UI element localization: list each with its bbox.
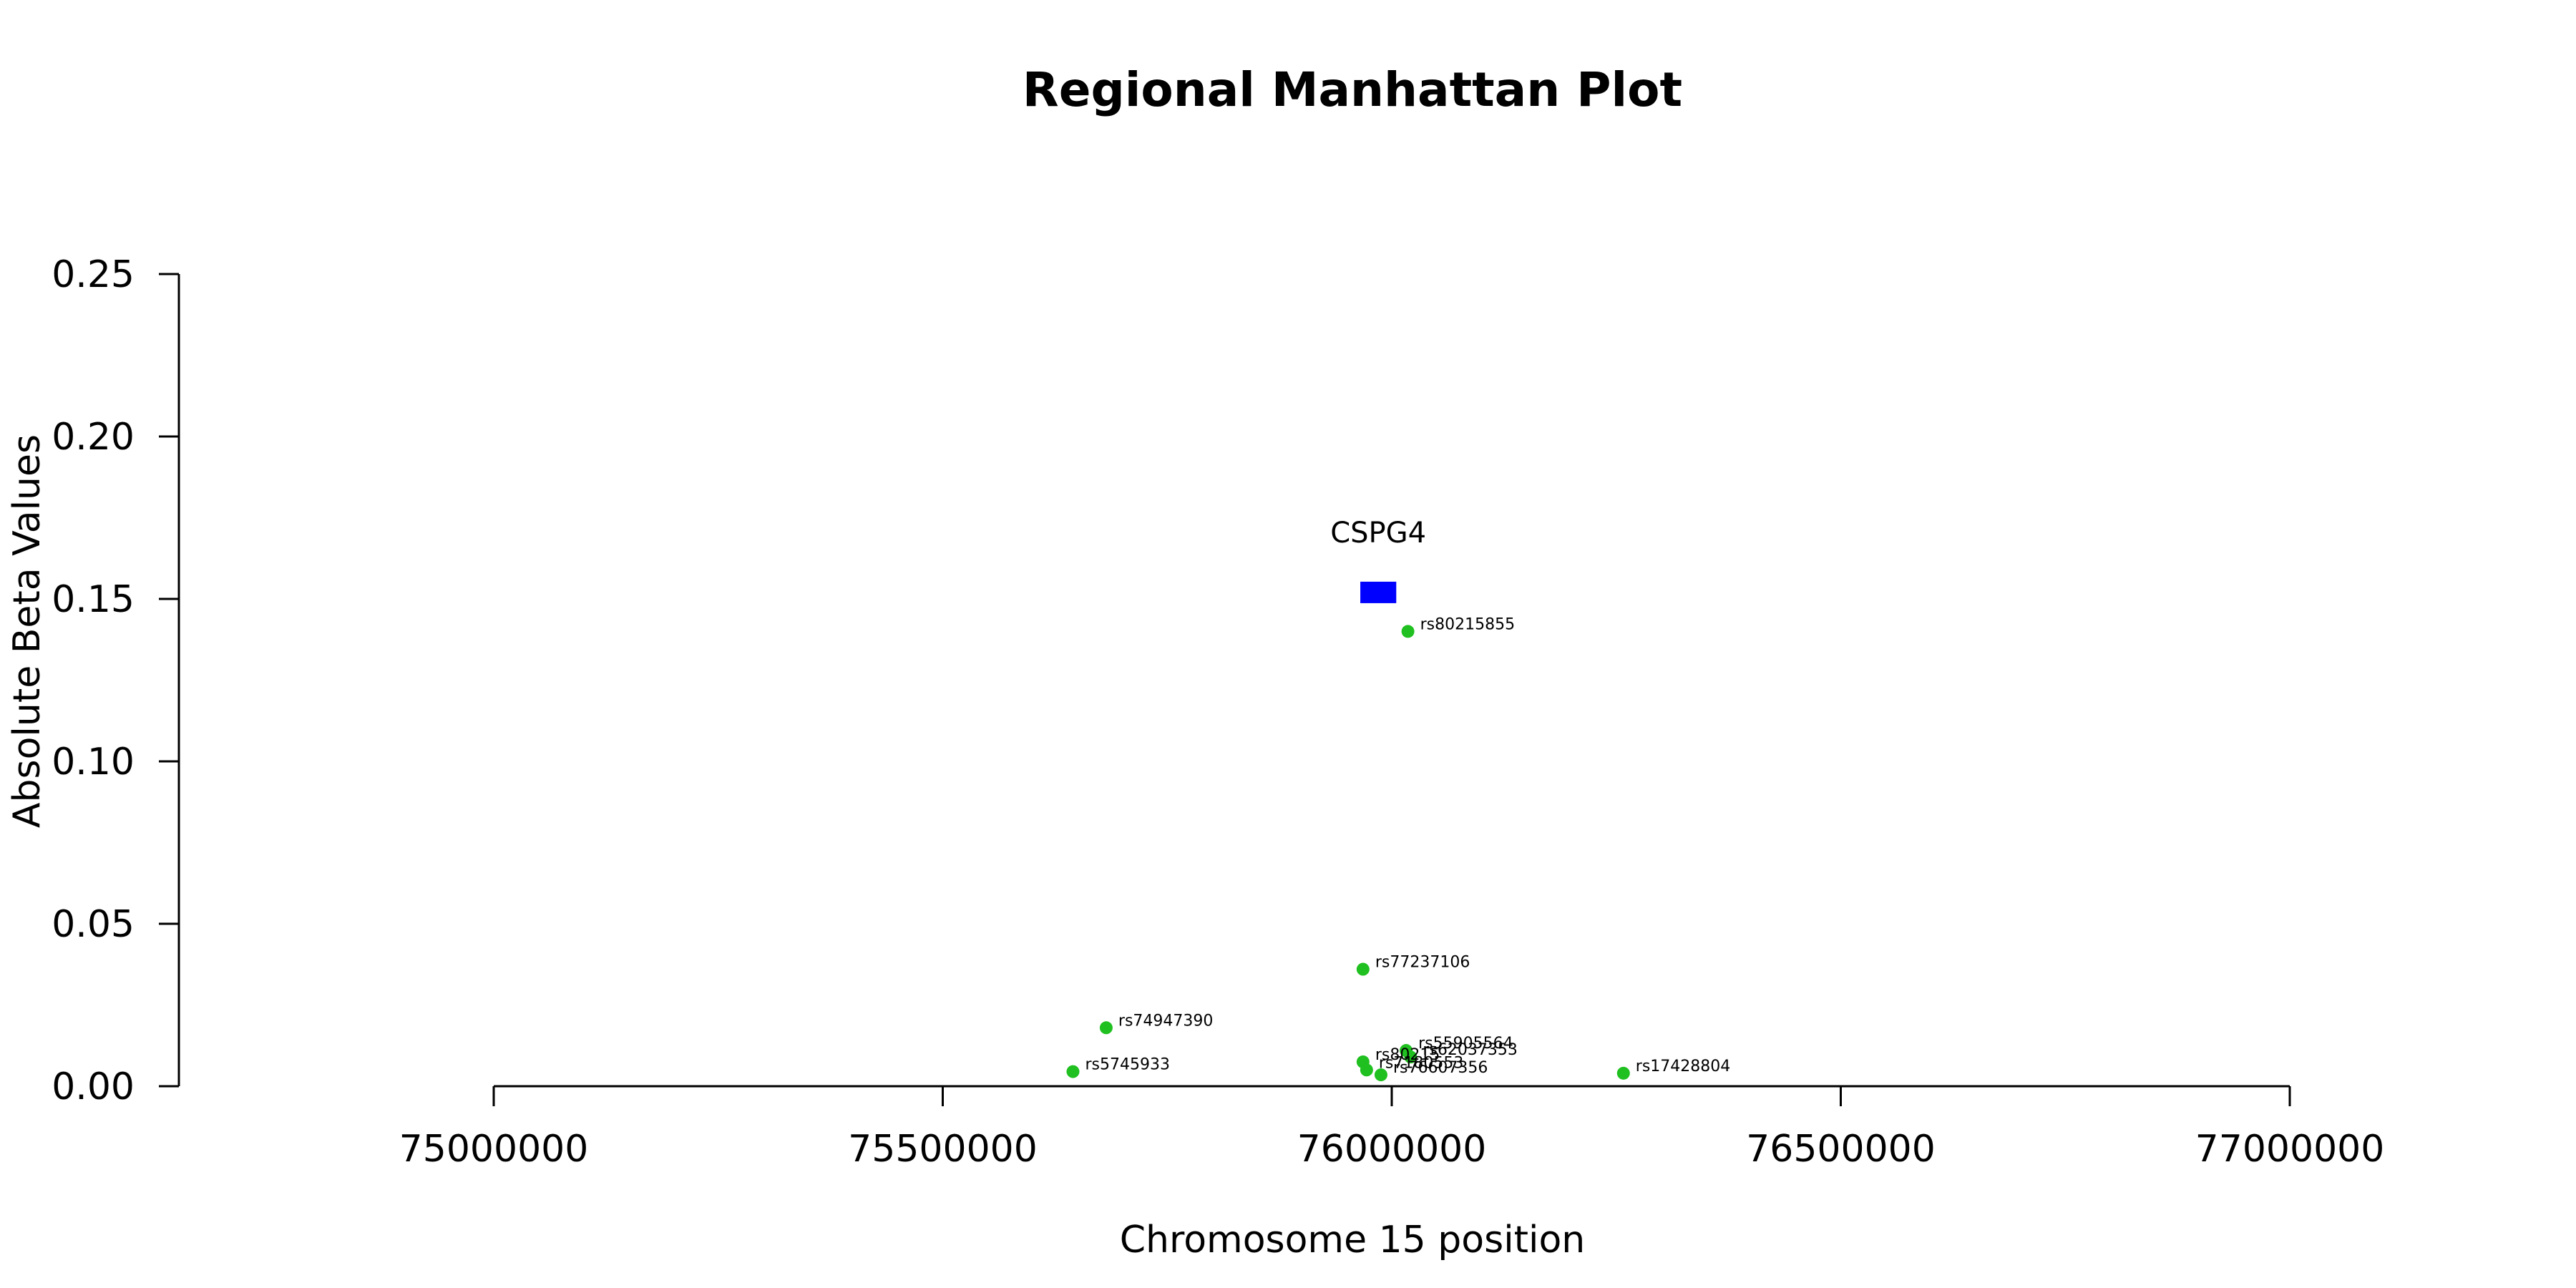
snp-point [1404, 1050, 1418, 1064]
x-tick-label: 76000000 [1297, 1128, 1487, 1171]
snp-point [1374, 1068, 1387, 1082]
x-tick-label: 75500000 [848, 1128, 1038, 1171]
x-axis-label: Chromosome 15 position [1120, 1219, 1586, 1262]
snp-point [1401, 625, 1415, 638]
y-tick-label: 0.25 [52, 253, 135, 296]
snp-point [1360, 1063, 1373, 1077]
snp-label: rs62037353 [1423, 1041, 1517, 1059]
snp-point [1616, 1066, 1630, 1080]
axes: 0.00 0.05 0.10 0.15 0.20 0.25 75000000 75500000… [52, 253, 2384, 1171]
snp-label: rs5745933 [1085, 1056, 1170, 1074]
gene-label: CSPG4 [1330, 517, 1426, 550]
y-axis-label: Absolute Beta Values [6, 434, 49, 828]
chart-title: Regional Manhattan Plot [1023, 62, 1682, 117]
y-tick-label: 0.00 [52, 1065, 135, 1108]
snp-point [1356, 962, 1370, 976]
snp-label: rs74947390 [1118, 1012, 1213, 1030]
snp-label: rs80215855 [1420, 615, 1515, 633]
snp-label: rs76607356 [1393, 1059, 1488, 1077]
x-tick-label: 76500000 [1746, 1128, 1936, 1171]
y-tick-label: 0.20 [52, 416, 135, 459]
snp-label: rs7180553 [1379, 1054, 1464, 1072]
x-tick-label: 77000000 [2195, 1128, 2385, 1171]
gene-layer: CSPG4 [1330, 517, 1426, 603]
points-layer: rs80215855 rs77237106 rs74947390 rs55905564… [1066, 615, 1730, 1082]
y-tick-label: 0.05 [52, 903, 135, 946]
x-tick-label: 75000000 [399, 1128, 589, 1171]
snp-label: rs80215 [1375, 1046, 1440, 1064]
y-tick-label: 0.10 [52, 741, 135, 784]
snp-point [1066, 1065, 1080, 1078]
gene-box [1360, 581, 1397, 603]
snp-point [1099, 1021, 1113, 1035]
snp-label: rs55905564 [1418, 1035, 1513, 1053]
snp-label: rs17428804 [1636, 1058, 1730, 1075]
snp-label: rs77237106 [1375, 954, 1470, 972]
y-tick-label: 0.15 [52, 578, 135, 621]
